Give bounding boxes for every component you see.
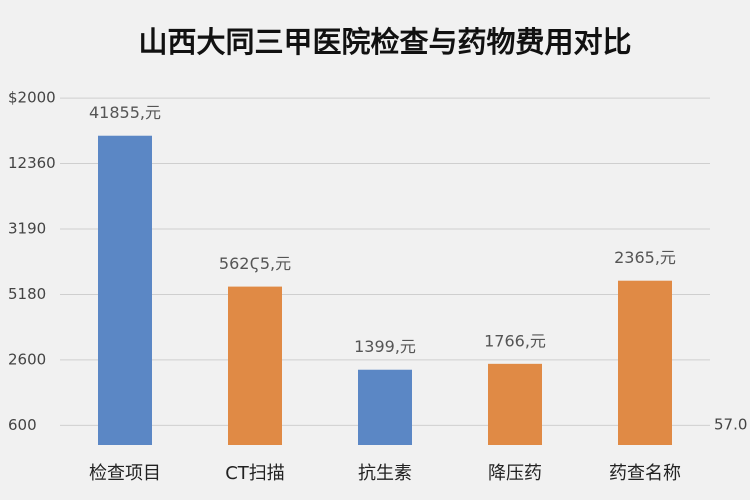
bar xyxy=(98,135,152,445)
bar-label: 562Ϛ5,元 xyxy=(219,254,291,273)
right-note: 57.0 xyxy=(714,416,747,434)
chart-title: 山西大同三甲医院检查与药物费用对比 xyxy=(138,25,631,59)
y-tick-label: 5180 xyxy=(8,285,46,303)
bar-label: 1766,元 xyxy=(484,331,546,350)
bar xyxy=(618,280,672,445)
bar xyxy=(358,369,412,445)
bar xyxy=(488,363,542,445)
y-tick-label: 3190 xyxy=(8,220,46,238)
y-tick-label: 2600 xyxy=(8,350,46,368)
x-tick-label: 降压药 xyxy=(488,463,542,484)
x-tick-label: 药查名称 xyxy=(609,463,681,484)
bar-label: 2365,元 xyxy=(614,248,676,267)
bar-label: 41855,元 xyxy=(89,103,161,122)
bar-label: 1399,元 xyxy=(354,337,416,356)
x-tick-label: 检查项目 xyxy=(89,463,161,484)
x-tick-label: CT扫描 xyxy=(225,463,285,484)
y-tick-label: 12360 xyxy=(8,154,56,172)
y-tick-label: $2000 xyxy=(8,89,56,107)
y-tick-label: 600 xyxy=(8,416,37,434)
bar xyxy=(228,286,282,445)
x-tick-label: 抗生素 xyxy=(358,463,412,484)
